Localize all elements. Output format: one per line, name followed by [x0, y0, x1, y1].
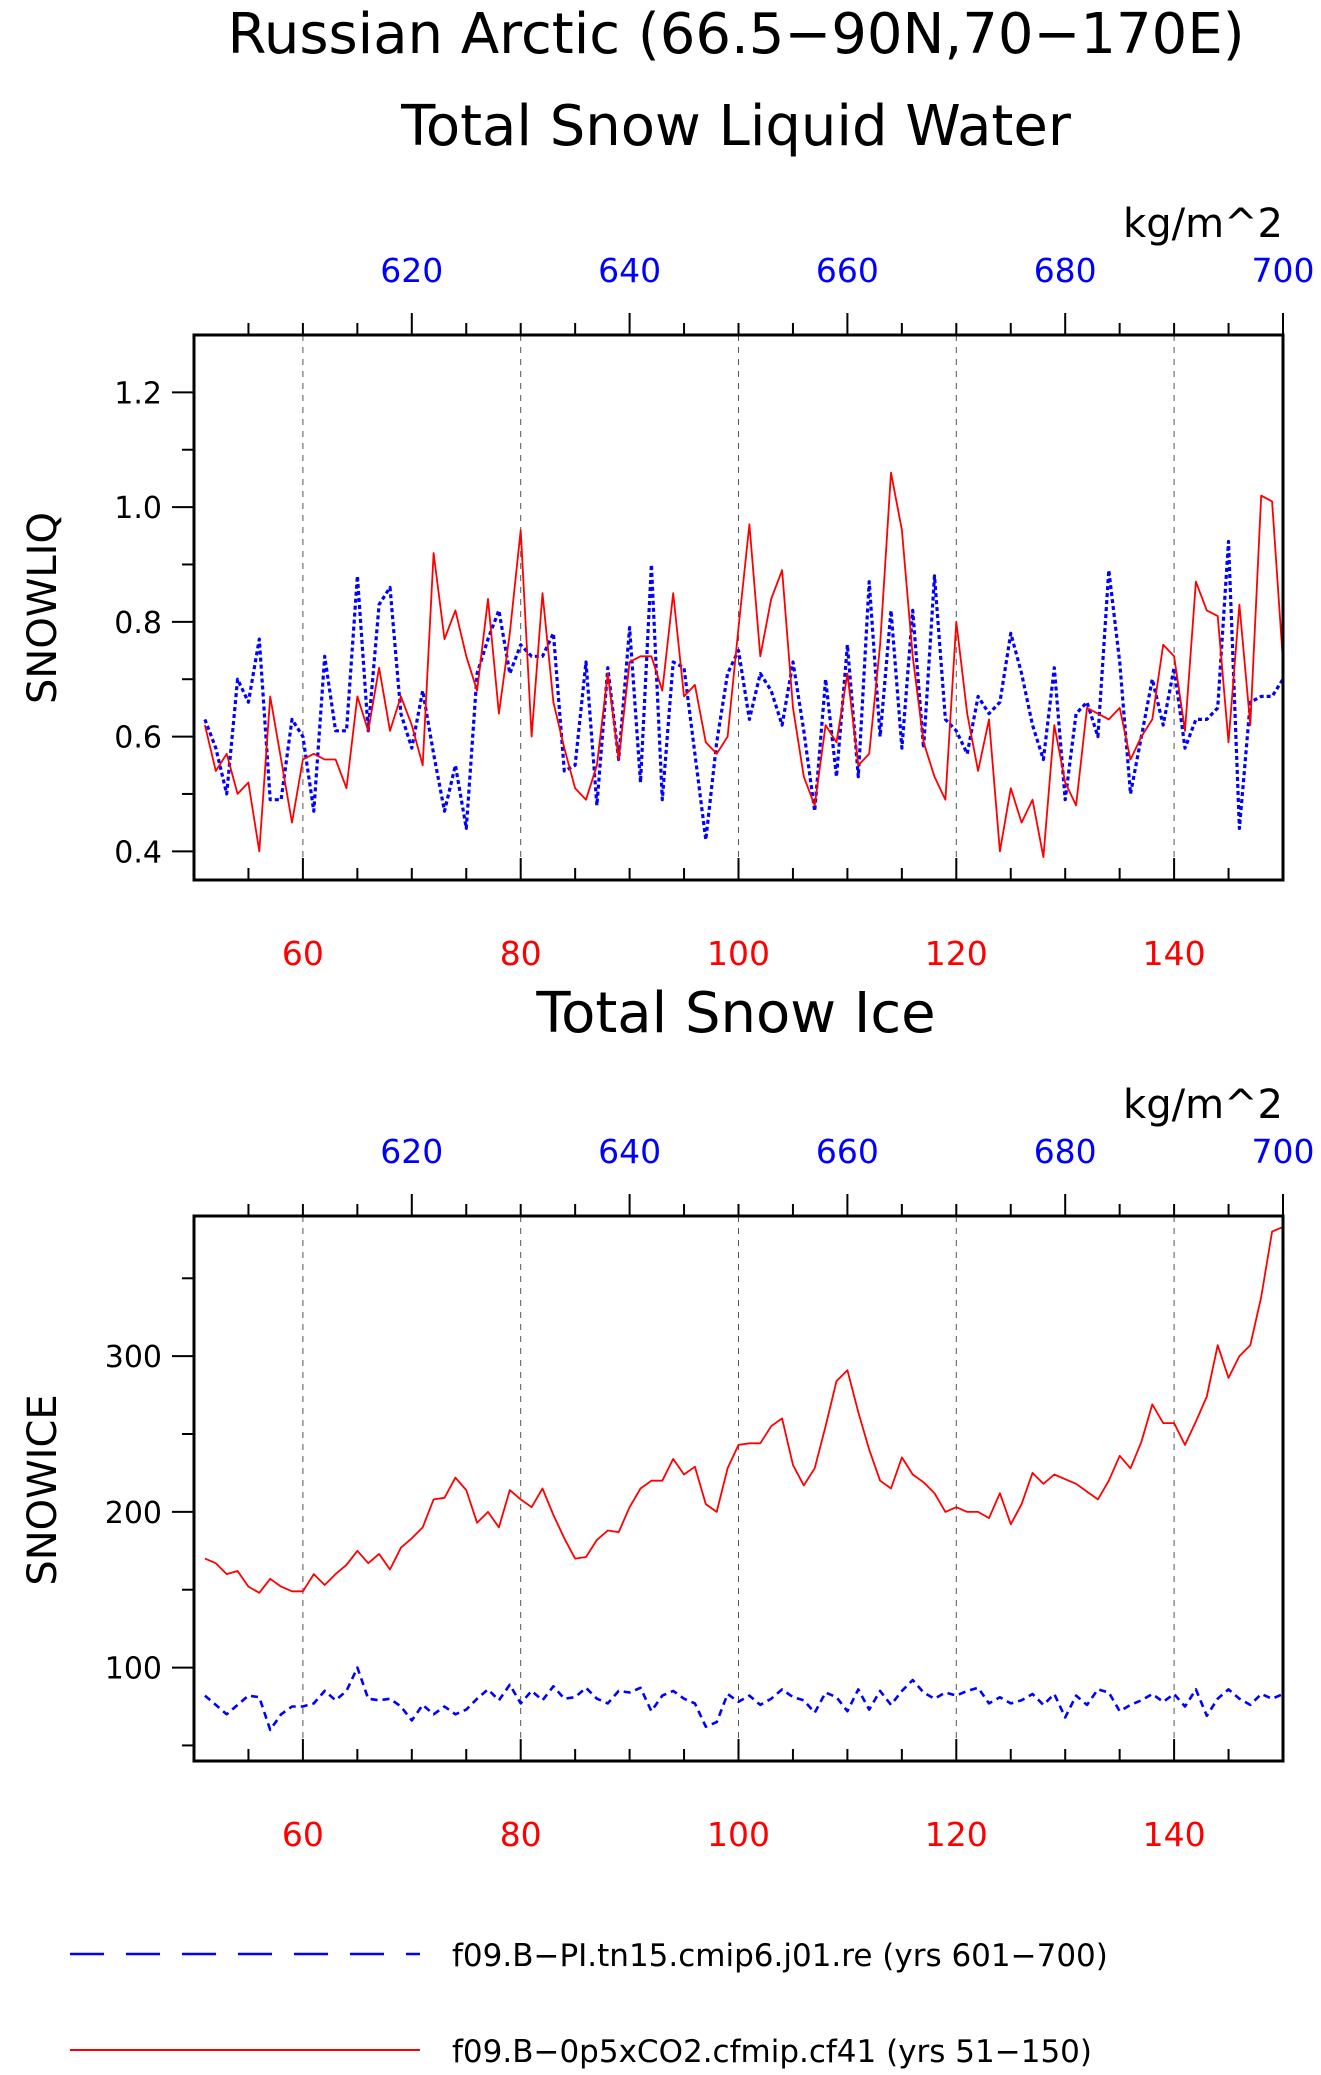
y-tick-label: 200 — [105, 1496, 162, 1531]
x2-tick-label: 700 — [1252, 1132, 1315, 1171]
x-tick-label: 60 — [282, 934, 324, 973]
x2-tick-label: 680 — [1034, 251, 1097, 290]
series-blue-line — [203, 539, 1283, 842]
x2-tick-label: 660 — [816, 1132, 879, 1171]
plot-frame — [192, 333, 1285, 882]
figure-title: Russian Arctic (66.5−90N,70−170E) — [227, 2, 1244, 67]
series-red-line — [204, 1226, 1283, 1594]
x-tick-label: 140 — [1143, 934, 1206, 973]
x-tick-label: 80 — [500, 1815, 542, 1854]
chart-title: Total Snow Ice — [535, 981, 935, 1046]
y-tick-label: 1.0 — [114, 491, 162, 526]
x-tick-label: 120 — [925, 1815, 988, 1854]
y-tick-label: 300 — [105, 1340, 162, 1375]
x2-tick-label: 640 — [598, 1132, 661, 1171]
y-tick-label: 1.2 — [114, 376, 162, 411]
units-label: kg/m^2 — [1123, 201, 1283, 247]
plot-frame — [192, 1214, 1285, 1763]
x2-tick-label: 640 — [598, 251, 661, 290]
series-red-line — [204, 471, 1283, 858]
x2-tick-label: 620 — [380, 1132, 443, 1171]
snowice-panel: Total Snow Ice kg/m^2 60 80 100 120 140 620 640 6… — [20, 981, 1315, 1854]
y-tick-label: 100 — [105, 1652, 162, 1687]
chart-title: Total Snow Liquid Water — [400, 94, 1072, 159]
legend: f09.B−PI.tn15.cmip6.j01.re (yrs 601−700)… — [70, 1938, 1108, 2070]
snowliq-panel: Total Snow Liquid Water kg/m^2 60 80 100 120 1… — [20, 94, 1315, 973]
y-tick-label: 0.6 — [114, 721, 162, 756]
x-tick-label: 80 — [500, 934, 542, 973]
x2-tick-label: 700 — [1252, 251, 1315, 290]
x-tick-label: 100 — [707, 1815, 770, 1854]
series-blue-line — [204, 1666, 1283, 1732]
x-tick-label: 100 — [707, 934, 770, 973]
x2-tick-label: 620 — [380, 251, 443, 290]
units-label: kg/m^2 — [1123, 1082, 1283, 1128]
x2-tick-label: 660 — [816, 251, 879, 290]
y-axis-label: SNOWLIQ — [20, 512, 66, 704]
x-tick-label: 120 — [925, 934, 988, 973]
x-tick-label: 60 — [282, 1815, 324, 1854]
x2-tick-label: 680 — [1034, 1132, 1097, 1171]
y-tick-label: 0.4 — [114, 835, 162, 870]
x-tick-label: 140 — [1143, 1815, 1206, 1854]
legend-label-blue: f09.B−PI.tn15.cmip6.j01.re (yrs 601−700) — [452, 1938, 1108, 1974]
legend-label-red: f09.B−0p5xCO2.cfmip.cf41 (yrs 51−150) — [452, 2034, 1092, 2070]
y-tick-label: 0.8 — [114, 606, 162, 641]
y-axis-label: SNOWICE — [20, 1394, 66, 1585]
